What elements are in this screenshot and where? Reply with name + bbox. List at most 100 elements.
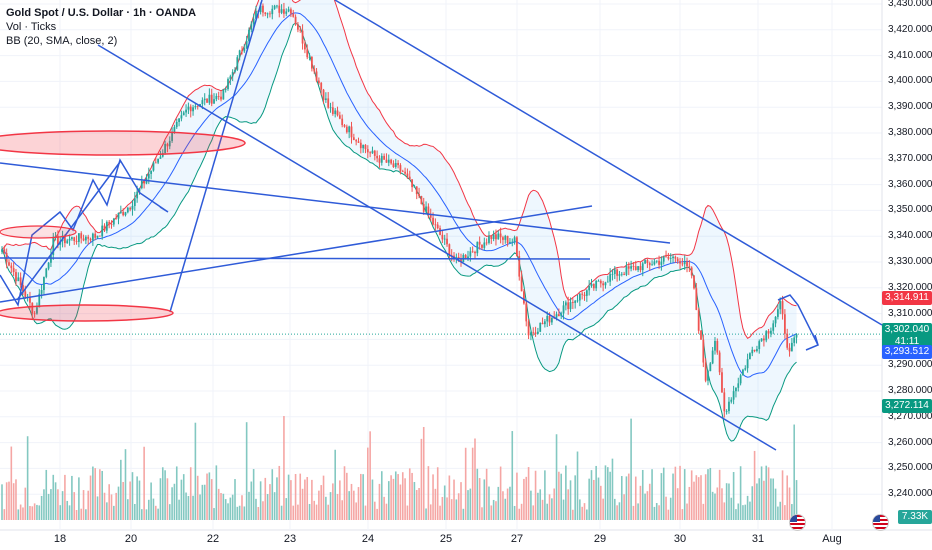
candle-body: [294, 16, 297, 25]
volume-bar: [159, 478, 162, 520]
candle-body: [171, 131, 173, 141]
volume-bar: [655, 503, 658, 520]
volume-bar: [180, 479, 183, 520]
candle-body: [334, 110, 337, 115]
volume-bar: [523, 478, 525, 520]
candle-body: [660, 261, 663, 265]
candle-body: [175, 121, 178, 128]
y-tick-label: 3,260.000: [888, 436, 932, 448]
x-tick-label: 23: [283, 533, 297, 545]
candle-body: [406, 173, 409, 177]
volume-bar: [17, 509, 20, 520]
candle-body: [322, 89, 325, 101]
volume-bar: [208, 472, 211, 520]
volume-bar: [85, 509, 87, 520]
candle-body: [84, 236, 87, 241]
volume-legend[interactable]: Vol · Ticks: [6, 21, 57, 33]
volume-bar: [43, 489, 45, 520]
candle-body: [71, 237, 73, 239]
volume-bar: [355, 502, 357, 520]
volume-bar: [658, 505, 660, 520]
candle-body: [68, 238, 71, 241]
volume-bar: [537, 492, 539, 520]
candle-body: [383, 155, 386, 160]
volume-bar: [744, 504, 747, 520]
volume-bar: [353, 490, 355, 520]
volume-bar: [525, 476, 528, 520]
volume-bar: [8, 481, 10, 520]
candle-body: [753, 349, 756, 352]
volume-bar: [213, 508, 215, 520]
volume-bar: [392, 478, 395, 520]
x-tick-label: 22: [206, 533, 220, 545]
candle-body: [264, 12, 267, 14]
candle-body: [182, 112, 185, 116]
candle-body: [227, 79, 229, 90]
volume-bar: [134, 503, 136, 520]
candle-body: [357, 141, 360, 143]
volume-bar: [439, 505, 441, 520]
candle-body: [117, 212, 120, 219]
candle-body: [460, 258, 462, 263]
volume-bar: [786, 475, 789, 520]
volume-bar: [248, 491, 250, 520]
volume-bar: [602, 498, 604, 520]
candle-body: [765, 331, 768, 341]
candle-body: [350, 126, 353, 138]
candle-body: [236, 57, 239, 70]
candle-body: [548, 315, 551, 323]
volume-bar: [574, 475, 576, 520]
volume-bar: [259, 481, 262, 520]
candle-body: [248, 29, 250, 42]
volume-bar: [534, 470, 537, 520]
volume-bar: [541, 499, 544, 520]
volume-bar: [187, 495, 190, 520]
volume-bar: [464, 447, 467, 520]
volume-bar: [138, 480, 141, 520]
candle-body: [343, 125, 346, 127]
candle-body: [432, 217, 434, 225]
candle-body: [57, 236, 59, 245]
volume-bar: [777, 506, 779, 520]
volume-bar: [385, 503, 388, 520]
candle-body: [749, 353, 751, 360]
volume-bar: [164, 470, 166, 520]
symbol-title[interactable]: Gold Spot / U.S. Dollar · 1h · OANDA: [6, 7, 197, 19]
candle-body: [604, 282, 607, 286]
volume-bar: [753, 450, 756, 520]
volume-bar: [52, 474, 55, 520]
candle-body: [557, 314, 560, 317]
volume-bar: [697, 477, 700, 520]
volume-bar: [490, 505, 493, 520]
volume-bar: [136, 476, 138, 520]
candle-body: [704, 362, 707, 381]
volume-bar: [92, 466, 94, 520]
candle-body: [422, 204, 425, 212]
candle-body: [693, 275, 695, 289]
volume-bar: [301, 488, 304, 520]
candle-body: [513, 237, 516, 242]
y-tick-label: 3,350.000: [888, 204, 932, 216]
volume-bar: [760, 466, 763, 520]
candle-body: [401, 171, 404, 173]
volume-bar: [262, 501, 264, 520]
us-flag-icon[interactable]: [872, 514, 889, 531]
candle-body: [574, 300, 577, 303]
volume-bar: [544, 470, 546, 520]
candle-body: [672, 256, 674, 259]
volume-bar: [651, 469, 653, 520]
us-flag-icon[interactable]: [789, 514, 806, 531]
candle-body: [369, 152, 372, 154]
volume-bar: [96, 496, 99, 520]
candle-body: [98, 235, 101, 237]
y-tick-label: 3,270.000: [888, 410, 932, 422]
volume-bar: [217, 488, 220, 520]
candle-body: [15, 272, 17, 282]
volume-bar: [520, 503, 523, 520]
bb-legend[interactable]: BB (20, SMA, close, 2): [6, 35, 118, 47]
candle-body: [425, 206, 427, 212]
volume-bar: [250, 481, 253, 520]
candle-body: [560, 313, 563, 317]
x-tick-label: 30: [673, 533, 687, 545]
